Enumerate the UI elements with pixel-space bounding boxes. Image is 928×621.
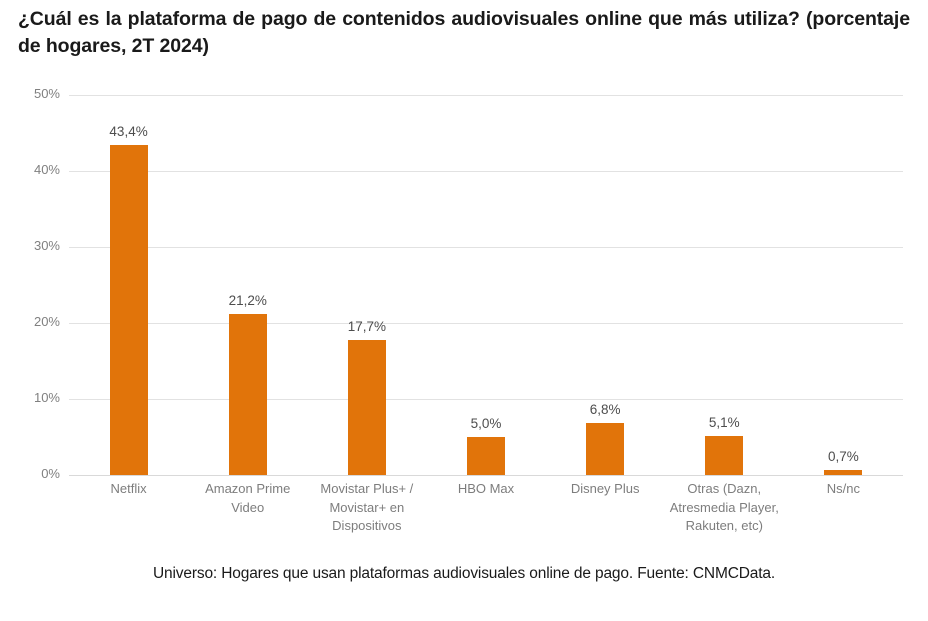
footer-block: Universo: Hogares que usan plataformas a… bbox=[0, 565, 928, 583]
y-axis-tick-label: 20% bbox=[33, 314, 60, 329]
bar-value-label: 43,4% bbox=[109, 124, 148, 140]
bar[interactable] bbox=[824, 469, 863, 475]
bar[interactable] bbox=[466, 437, 505, 475]
bar-value-label: 0,7% bbox=[828, 448, 859, 464]
y-axis-tick-label: 10% bbox=[33, 390, 60, 405]
gridline-row: 50% bbox=[0, 86, 928, 101]
gridline-row: 40% bbox=[0, 162, 928, 177]
bar-value-label: 6,8% bbox=[589, 402, 621, 418]
x-axis-category-label: Disney Plus bbox=[570, 481, 640, 496]
bar-series-layer: 43,4% 21,2% 17,7% 5,0% 6,8% 5,1% 0,7% bbox=[69, 95, 903, 475]
category-slot: Ns/nc bbox=[784, 480, 903, 499]
gridline-row: 10% bbox=[0, 390, 928, 405]
bar-slot: 43,4% bbox=[69, 95, 188, 475]
bar-slot: 21,2% bbox=[188, 95, 307, 475]
chart-title-block: ¿Cuál es la plataforma de pago de conten… bbox=[18, 6, 910, 60]
gridline bbox=[69, 247, 903, 248]
gridline bbox=[69, 399, 903, 400]
category-slot: Disney Plus bbox=[546, 480, 665, 499]
y-axis-tick-label: 50% bbox=[33, 86, 60, 101]
bar-value-label: 21,2% bbox=[228, 292, 267, 308]
bar-slot: 5,1% bbox=[665, 95, 784, 475]
bar-value-label: 17,7% bbox=[347, 319, 386, 335]
bar-slot: 17,7% bbox=[307, 95, 426, 475]
x-axis-category-label: Amazon Prime Video bbox=[205, 481, 291, 515]
x-axis-category-label: Netflix bbox=[110, 481, 147, 496]
bar[interactable] bbox=[109, 145, 148, 475]
bar[interactable] bbox=[586, 423, 625, 475]
bar-slot: 6,8% bbox=[546, 95, 665, 475]
source-note: Universo: Hogares que usan plataformas a… bbox=[152, 565, 776, 582]
gridline-row: 0% bbox=[0, 466, 928, 481]
y-axis-tick-label: 30% bbox=[33, 238, 60, 253]
gridline bbox=[69, 95, 903, 96]
y-axis-tick-label: 40% bbox=[33, 162, 60, 177]
gridline bbox=[69, 475, 903, 476]
gridline-row: 20% bbox=[0, 314, 928, 329]
bar[interactable] bbox=[705, 436, 744, 475]
bar[interactable] bbox=[228, 313, 267, 475]
bar-slot: 0,7% bbox=[784, 95, 903, 475]
category-slot: Netflix bbox=[69, 480, 188, 499]
bar-slot: 5,0% bbox=[426, 95, 545, 475]
category-slot: Movistar Plus+ / Movistar+ en Dispositiv… bbox=[307, 480, 426, 536]
x-axis-category-label: Movistar Plus+ / Movistar+ en Dispositiv… bbox=[320, 481, 414, 533]
category-slot: Otras (Dazn, Atresmedia Player, Rakuten,… bbox=[665, 480, 784, 536]
x-axis-category-label: HBO Max bbox=[457, 481, 515, 496]
chart-plot-area: 0% 10% 20% 30% 40% 50% 43,4% 21,2% 17,7% 5,0% 6,8… bbox=[0, 86, 928, 555]
x-axis-category-label: Ns/nc bbox=[826, 481, 861, 496]
bar-value-label: 5,0% bbox=[470, 416, 502, 431]
x-axis-category-label: Otras (Dazn, Atresmedia Player, Rakuten,… bbox=[669, 481, 779, 533]
gridline-layer: 0% 10% 20% 30% 40% 50% bbox=[0, 86, 928, 495]
category-axis-layer: Netflix Amazon Prime Video Movistar Plus+ … bbox=[69, 480, 903, 560]
y-axis-tick-label: 0% bbox=[41, 466, 60, 481]
bar-value-label: 5,1% bbox=[708, 415, 740, 431]
bar[interactable] bbox=[347, 340, 386, 475]
gridline-row: 30% bbox=[0, 238, 928, 253]
category-slot: HBO Max bbox=[426, 480, 545, 499]
gridline bbox=[69, 171, 903, 172]
page-title: ¿Cuál es la plataforma de pago de conten… bbox=[18, 8, 910, 57]
category-slot: Amazon Prime Video bbox=[188, 480, 307, 517]
gridline bbox=[69, 323, 903, 324]
